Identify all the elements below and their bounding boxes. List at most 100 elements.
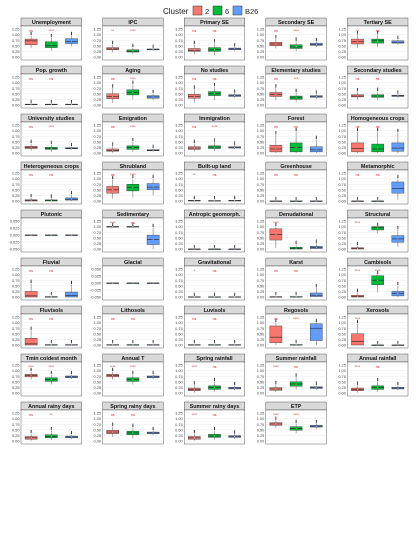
outlier-point	[70, 371, 73, 373]
outlier-point	[295, 128, 297, 131]
mean-marker	[295, 97, 297, 99]
outlier-point	[315, 135, 317, 137]
significance-label: ****	[375, 269, 381, 273]
y-tick-label: 0.75	[338, 326, 346, 331]
outlier-point	[213, 426, 216, 428]
y-tick-label: 1.25	[94, 411, 102, 416]
y-tick-label: 0.50	[338, 43, 346, 48]
y-tick-label: 0.25	[257, 97, 265, 102]
outlier-point	[234, 195, 236, 197]
significance-label: ns	[192, 317, 196, 321]
y-tick-label: 0.00	[338, 391, 346, 396]
mean-marker	[315, 200, 317, 202]
y-tick-label: 0.00	[338, 55, 346, 60]
y-tick-label: 1.00	[257, 224, 265, 229]
facet-title: Annual T	[121, 356, 145, 362]
mean-marker	[152, 239, 154, 241]
outlier-point	[70, 339, 73, 342]
outlier-point	[30, 32, 32, 35]
facet-title: Fluvial	[43, 260, 61, 266]
facet-panel: Forest 1.251.000.750.500.250.00 ns ns	[257, 113, 327, 157]
mean-marker	[30, 437, 32, 439]
outlier-point	[193, 197, 195, 200]
outlier-point	[275, 131, 277, 133]
y-tick-label: 1.00	[175, 416, 183, 421]
outlier-point	[315, 381, 317, 383]
y-tick-label: 0.50	[12, 43, 20, 48]
y-tick-label: 0.75	[12, 134, 20, 139]
significance-label: ****	[355, 365, 361, 369]
outlier-point	[70, 101, 73, 103]
mean-marker	[132, 344, 134, 346]
y-tick-label: 0.25	[175, 433, 183, 438]
y-tick-label: 0.00	[12, 55, 20, 60]
outlier-point	[70, 341, 73, 343]
y-tick-label: 0.00	[175, 295, 183, 300]
outlier-point	[30, 141, 32, 144]
mean-marker	[377, 227, 379, 229]
outlier-point	[112, 142, 114, 144]
mean-marker	[193, 344, 195, 346]
outlier-point	[295, 130, 297, 132]
outlier-point	[193, 431, 195, 433]
y-tick-label: 0.25	[257, 193, 265, 198]
y-tick-label: 1.00	[94, 32, 102, 37]
outlier-point	[30, 328, 32, 330]
y-tick-label: 1.00	[12, 272, 20, 277]
outlier-point	[315, 136, 317, 138]
significance-label: ns	[213, 413, 217, 417]
outlier-point	[152, 341, 154, 343]
mean-marker	[132, 91, 134, 94]
facet-title: Karst	[289, 260, 303, 266]
outlier-point	[397, 381, 399, 384]
outlier-point	[234, 142, 236, 144]
outlier-point	[132, 423, 134, 425]
mean-marker	[30, 41, 32, 43]
outlier-point	[275, 84, 277, 86]
significance-label: ns	[29, 125, 33, 129]
y-tick-label: 0.75	[175, 134, 183, 139]
outlier-point	[377, 33, 379, 35]
outlier-point	[50, 140, 52, 142]
outlier-point	[234, 294, 236, 296]
mean-marker	[132, 225, 134, 228]
significance-label: ns	[192, 125, 196, 129]
y-tick-label: 0.25	[175, 49, 183, 54]
outlier-point	[193, 381, 195, 383]
mean-marker	[275, 333, 277, 336]
y-tick-label: 0.75	[175, 38, 183, 43]
significance-label: ns	[111, 317, 115, 321]
mean-marker	[132, 50, 134, 52]
y-tick-label: 1.00	[12, 368, 20, 373]
mean-marker	[233, 435, 236, 438]
facet-title: Antropic geomorph.	[189, 212, 241, 218]
significance-label: ***	[294, 77, 299, 81]
mean-marker	[111, 344, 114, 346]
mean-marker	[132, 282, 134, 284]
outlier-point	[397, 284, 399, 286]
y-tick-label: 0.75	[94, 86, 102, 91]
outlier-point	[356, 290, 359, 292]
outlier-point	[50, 102, 52, 104]
y-tick-label: 1.00	[338, 368, 346, 373]
outlier-point	[377, 128, 379, 131]
mean-marker	[275, 93, 277, 96]
outlier-point	[112, 224, 114, 227]
y-tick-label: 0.75	[94, 422, 102, 427]
outlier-point	[50, 291, 52, 294]
outlier-point	[397, 343, 399, 345]
outlier-point	[132, 43, 134, 45]
outlier-point	[356, 322, 359, 324]
outlier-point	[275, 36, 277, 38]
outlier-point	[132, 424, 134, 426]
outlier-point	[152, 372, 154, 375]
y-tick-label: 0.00	[338, 295, 346, 300]
outlier-point	[234, 143, 236, 145]
outlier-point	[275, 320, 277, 323]
y-tick-label: 1.00	[338, 80, 346, 85]
y-tick-label: 0.00	[338, 247, 346, 252]
y-tick-label: 1.00	[257, 272, 265, 277]
y-tick-label: 1.25	[12, 315, 20, 320]
facet-panel: Built-up land 1.251.000.750.500.250.00 ** n…	[175, 161, 245, 205]
